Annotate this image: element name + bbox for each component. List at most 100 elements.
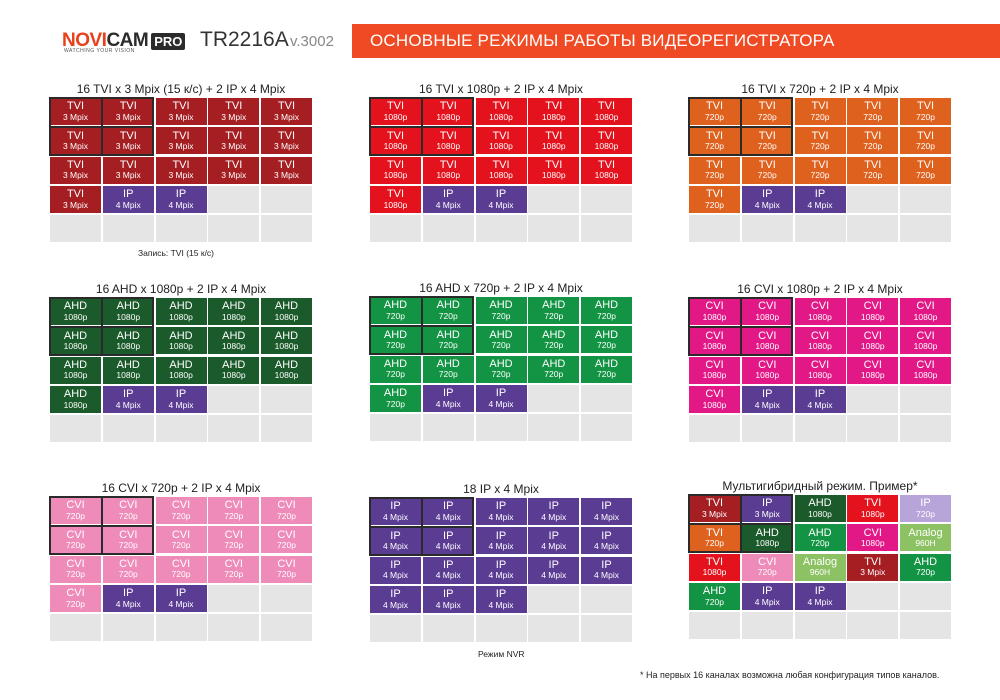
- channel-resolution: 1080p: [755, 538, 780, 549]
- channel-resolution: 1080p: [221, 341, 246, 352]
- channel-resolution: 1080p: [383, 199, 408, 210]
- channel-cell: CVI 1080p: [741, 298, 793, 325]
- channel-cell: AHD 720p: [370, 384, 421, 412]
- channel-type: CVI: [224, 557, 243, 570]
- channel-resolution: 4 Mpix: [435, 199, 461, 210]
- channel-cell: AHD 720p: [475, 297, 527, 324]
- channel-type: TVI: [597, 100, 616, 113]
- channel-cell: TVI 3 Mpix: [261, 127, 312, 155]
- channel-type: IP: [443, 500, 454, 513]
- channel-resolution: 1080p: [63, 399, 88, 410]
- channel-resolution: 1080p: [63, 341, 88, 352]
- channel-resolution: 1080p: [116, 341, 141, 352]
- channel-resolution: 4 Mpix: [488, 570, 514, 581]
- channel-type: IP: [175, 188, 187, 201]
- channel-resolution: 1080p: [913, 370, 938, 381]
- channel-cell: IP 4 Mpix: [475, 498, 527, 525]
- channel-slot-empty: [475, 414, 527, 441]
- channel-cell: AHD 1080p: [208, 356, 260, 384]
- channel-resolution: 720p: [171, 569, 191, 580]
- panel-title: 16 AHD x 1080p + 2 IP x 4 Mpix: [95, 282, 267, 296]
- channel-cell: TVI 3 Mpix: [261, 98, 312, 125]
- channel-resolution: 3 Mpix: [62, 111, 89, 122]
- channel-slot-empty: [370, 215, 421, 242]
- channel-resolution: 1080p: [383, 111, 408, 122]
- channel-cell: IP 4 Mpix: [581, 556, 632, 584]
- channel-resolution: 720p: [66, 569, 85, 580]
- channel-resolution: 1080p: [116, 311, 141, 322]
- channel-cell: AHD 1080p: [50, 298, 101, 325]
- channel-cell: TVI 720p: [847, 98, 899, 125]
- channel-resolution: 720p: [863, 141, 883, 152]
- channel-cell: TVI 3 Mpix: [847, 553, 899, 581]
- channel-type: TVI: [758, 100, 776, 113]
- channel-cell: CVI 1080p: [689, 298, 740, 325]
- channel-cell: CVI 720p: [50, 497, 101, 524]
- channel-cell: CVI 720p: [102, 497, 154, 524]
- channel-slot-empty: [900, 385, 951, 413]
- channel-type: TVI: [277, 129, 296, 142]
- channel-resolution: 3 Mpix: [273, 111, 300, 122]
- channel-type: TVI: [277, 158, 296, 171]
- channel-slot-empty: [900, 215, 951, 242]
- channel-type: CVI: [224, 528, 243, 541]
- channel-resolution: 720p: [438, 369, 458, 380]
- channel-resolution: 720p: [544, 310, 564, 321]
- channel-resolution: 1080p: [755, 370, 780, 381]
- channel-slot-empty: [208, 614, 260, 641]
- panel-title: 16 CVI x 720p + 2 IP x 4 Mpix: [101, 481, 261, 495]
- channel-resolution: 4 Mpix: [435, 511, 461, 522]
- channel-type: AHD: [542, 299, 566, 312]
- channel-resolution: 1080p: [860, 538, 885, 549]
- channel-type: CVI: [758, 555, 777, 568]
- channel-slot-empty: [261, 584, 312, 612]
- channel-cell: TVI 720p: [794, 156, 846, 184]
- channel-slot-empty: [689, 415, 740, 442]
- channel-type: AHD: [436, 299, 460, 312]
- channel-resolution: 3 Mpix: [115, 111, 141, 122]
- channel-resolution: 720p: [705, 170, 724, 181]
- channel-type: CVI: [705, 388, 724, 401]
- channel-type: TVI: [277, 100, 296, 113]
- channel-type: CVI: [705, 358, 724, 371]
- channel-slot-empty: [155, 215, 207, 242]
- channel-resolution: 1080p: [274, 370, 299, 381]
- channel-resolution: 1080p: [913, 341, 938, 352]
- channel-slot-empty: [794, 215, 846, 242]
- channel-grid: CVI 1080p CVI 1080p CVI 1080p CVI 1080p CVI 1080p…: [689, 298, 951, 442]
- channel-cell: CVI 1080p: [794, 356, 846, 384]
- logo-pro-badge: PRO: [151, 32, 186, 50]
- channel-resolution: 3 Mpix: [62, 141, 89, 152]
- panel-title: Мультигибридный режим. Пример*: [722, 479, 918, 493]
- channel-cell: TVI 3 Mpix: [208, 156, 260, 184]
- channel-type: CVI: [119, 499, 138, 512]
- channel-cell: CVI 1080p: [794, 298, 846, 325]
- channel-resolution: 1080p: [541, 170, 566, 181]
- channel-cell: TVI 3 Mpix: [102, 156, 154, 184]
- channel-cell: TVI 3 Mpix: [50, 98, 101, 125]
- channel-resolution: 3 Mpix: [273, 141, 300, 152]
- channel-resolution: 1080p: [63, 311, 88, 322]
- channel-type: AHD: [169, 358, 193, 371]
- channel-resolution: 1080p: [541, 141, 566, 152]
- channel-type: AHD: [542, 328, 566, 341]
- channel-cell: CVI 720p: [261, 555, 312, 583]
- channel-resolution: 720p: [66, 598, 85, 609]
- channel-cell: TVI 1080p: [422, 127, 474, 155]
- channel-cell: CVI 1080p: [689, 356, 740, 384]
- channel-type: TVI: [705, 129, 724, 142]
- channel-type: IP: [390, 588, 401, 601]
- channel-type: IP: [814, 388, 826, 401]
- channel-type: CVI: [863, 329, 882, 342]
- channel-cell: AHD 720p: [581, 326, 632, 354]
- channel-resolution: 4 Mpix: [754, 399, 780, 410]
- channel-resolution: 720p: [863, 170, 883, 181]
- channel-resolution: 720p: [810, 141, 830, 152]
- channel-slot-empty: [581, 384, 632, 412]
- channel-slot-empty: [689, 612, 740, 639]
- channel-type: IP: [390, 500, 401, 513]
- channel-type: TVI: [545, 100, 563, 113]
- panel-title: 16 TVI x 3 Mpix (15 к/с) + 2 IP x 4 Mpix: [76, 82, 286, 96]
- channel-resolution: 1080p: [702, 399, 727, 410]
- channel-resolution: 720p: [597, 340, 616, 351]
